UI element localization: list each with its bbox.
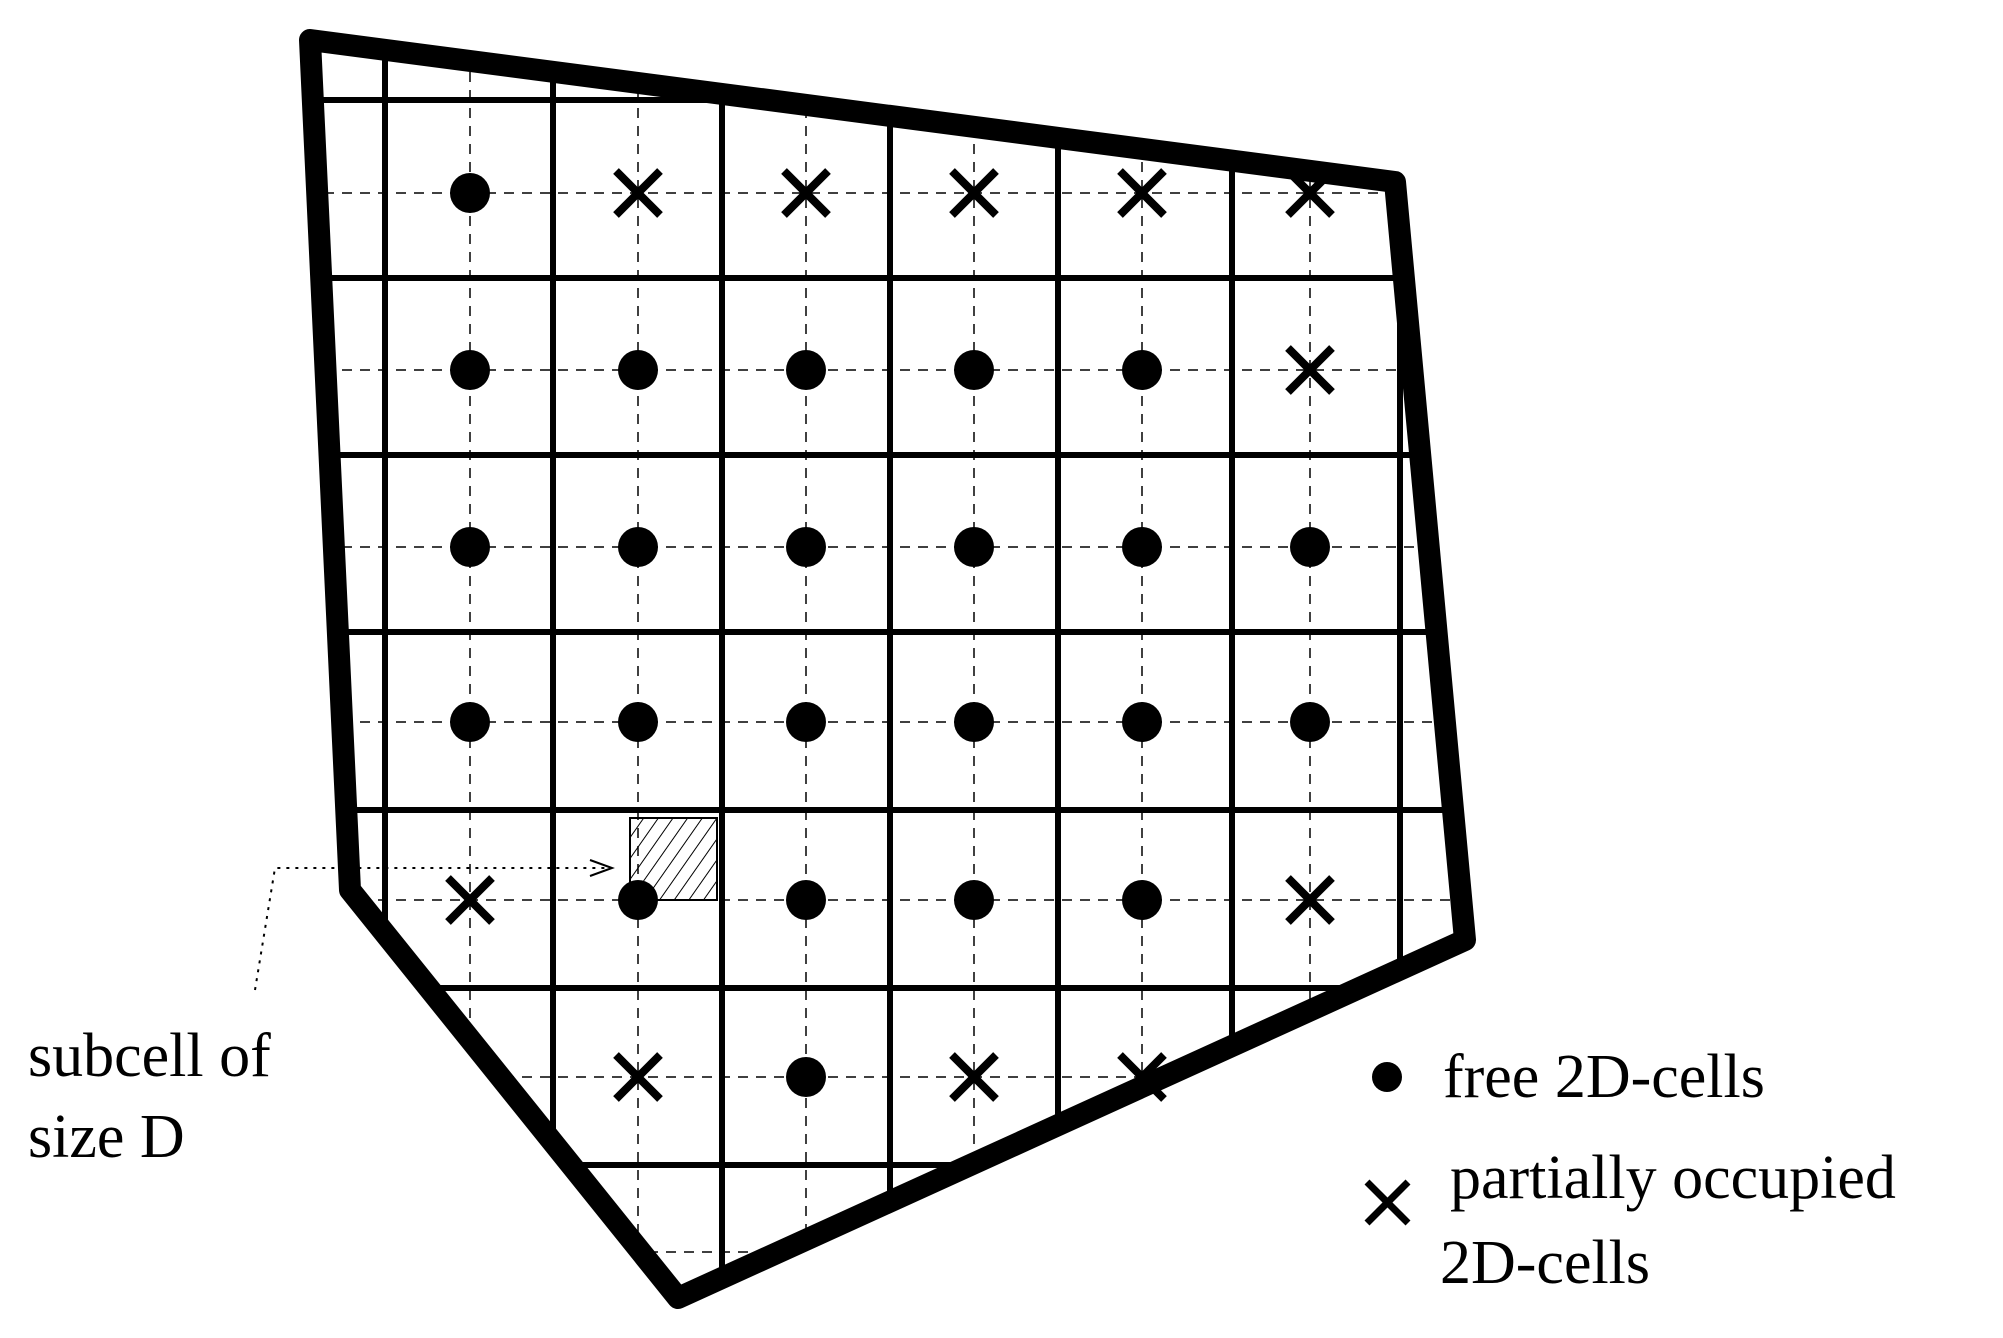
free-cell-dot-icon (618, 880, 658, 920)
free-cell-dot-icon (450, 702, 490, 742)
partial-cell-cross-icon (949, 168, 999, 218)
free-cell-dot-icon (786, 880, 826, 920)
partial-cell-cross-icon (613, 168, 663, 218)
legend-dot-icon (1372, 1062, 1402, 1092)
legend-partial-label-2: 2D-cells (1440, 1229, 1650, 1297)
free-cell-dot-icon (1290, 527, 1330, 567)
free-cell-dot-icon (450, 527, 490, 567)
partial-cell-cross-icon (613, 1052, 663, 1102)
free-cell-dot-icon (618, 527, 658, 567)
free-cell-dot-icon (954, 527, 994, 567)
free-cell-dot-icon (1122, 702, 1162, 742)
free-cell-dot-icon (1122, 350, 1162, 390)
free-cell-dot-icon (954, 880, 994, 920)
subcell-leader-line (254, 867, 605, 991)
legend-partial-label-1: partially occupied (1450, 1144, 1896, 1212)
free-cell-dot-icon (786, 1057, 826, 1097)
free-cell-dot-icon (618, 350, 658, 390)
partial-cell-cross-icon (949, 1052, 999, 1102)
free-cell-dot-icon (450, 350, 490, 390)
partial-cell-cross-icon (781, 168, 831, 218)
free-cell-dot-icon (786, 527, 826, 567)
free-cell-dot-icon (954, 702, 994, 742)
cell-markers (445, 168, 1335, 1102)
polygon-boundary (299, 29, 1476, 1309)
legend: free 2D-cells partially occupied 2D-cell… (1364, 1043, 1896, 1297)
annotation-line-2: size D (28, 1103, 185, 1171)
partial-cell-cross-icon (1117, 168, 1167, 218)
partial-cell-cross-icon (1285, 875, 1335, 925)
free-cell-dot-icon (786, 350, 826, 390)
partial-cell-cross-icon (1285, 345, 1335, 395)
free-cell-dot-icon (1122, 527, 1162, 567)
free-cell-dot-icon (954, 350, 994, 390)
legend-free-label: free 2D-cells (1443, 1043, 1765, 1111)
free-cell-dot-icon (450, 173, 490, 213)
free-cell-dot-icon (618, 702, 658, 742)
free-cell-dot-icon (786, 702, 826, 742)
annotation-line-1: subcell of (28, 1022, 271, 1090)
free-cell-dot-icon (1290, 702, 1330, 742)
legend-cross-icon (1364, 1179, 1411, 1226)
partial-cell-cross-icon (445, 875, 495, 925)
free-cell-dot-icon (1122, 880, 1162, 920)
subcell-leader-arrowhead (589, 859, 615, 877)
